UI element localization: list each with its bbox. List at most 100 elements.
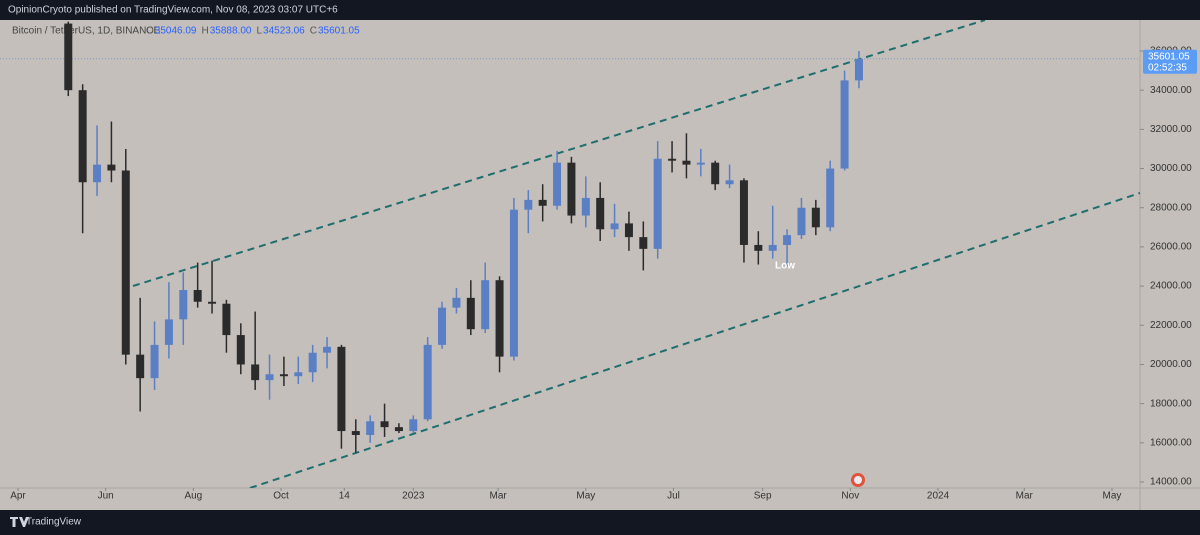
symbol: Bitcoin / TetherUS, 1D, BINANCE bbox=[12, 26, 161, 37]
legend-value: 35046.09 bbox=[155, 26, 197, 37]
candle-body bbox=[64, 23, 73, 91]
candle-body bbox=[164, 319, 173, 345]
candle-body bbox=[596, 197, 605, 230]
candle-body bbox=[739, 180, 748, 245]
x-tick-label: Jun bbox=[98, 491, 114, 502]
legend-key: L bbox=[256, 26, 262, 37]
event-icon bbox=[854, 476, 862, 484]
x-tick-label: May bbox=[576, 491, 595, 502]
candle-body bbox=[78, 90, 87, 183]
candle-body bbox=[725, 180, 734, 185]
candle-body bbox=[481, 280, 490, 330]
candle-body bbox=[567, 162, 576, 216]
y-tick-label: 34000.00 bbox=[1150, 85, 1192, 96]
candle-body bbox=[121, 170, 130, 355]
candle-body bbox=[337, 346, 346, 432]
candle-body bbox=[179, 290, 188, 320]
legend-key: O bbox=[146, 26, 154, 37]
x-tick-label: Nov bbox=[841, 491, 859, 502]
candle-body bbox=[438, 307, 447, 345]
price-tag-countdown: 02:52:35 bbox=[1148, 62, 1187, 73]
legend-key: H bbox=[202, 26, 209, 37]
ohlc-legend: O 35046.09 H 35888.00 L 34523.06 C 35601.05 bbox=[146, 26, 360, 37]
x-tick-label: 2023 bbox=[402, 491, 425, 502]
trendline bbox=[132, 20, 986, 287]
y-tick-label: 14000.00 bbox=[1150, 477, 1192, 488]
candle-body bbox=[394, 427, 403, 432]
candle-body bbox=[553, 162, 562, 206]
legend-value: 35888.00 bbox=[210, 26, 252, 37]
y-tick-label: 26000.00 bbox=[1150, 242, 1192, 253]
candle-body bbox=[653, 158, 662, 249]
header-text: OpinionCryoto published on TradingView.c… bbox=[8, 5, 338, 16]
candle-body bbox=[797, 207, 806, 236]
candle-body bbox=[854, 58, 863, 81]
candle-body bbox=[150, 344, 159, 379]
x-tick-label: Aug bbox=[184, 491, 202, 502]
y-tick-label: 30000.00 bbox=[1150, 163, 1192, 174]
candle-body bbox=[509, 209, 518, 357]
logo bbox=[10, 517, 29, 527]
header-bar bbox=[0, 0, 1200, 20]
candle-body bbox=[524, 199, 533, 210]
candle-body bbox=[236, 335, 245, 365]
candle-body bbox=[538, 199, 547, 206]
legend-key: C bbox=[310, 26, 317, 37]
candle-body bbox=[711, 162, 720, 185]
candle-body bbox=[581, 197, 590, 216]
x-tick-label: Mar bbox=[490, 491, 508, 502]
candle-body bbox=[610, 223, 619, 230]
candle-body bbox=[93, 164, 102, 183]
axes: 14000.00 16000.00 18000.00 20000.00 22000.00… bbox=[10, 46, 1197, 502]
candle-body bbox=[840, 80, 849, 169]
x-tick-label: 2024 bbox=[927, 491, 950, 502]
candle-body bbox=[696, 162, 705, 165]
candle-body bbox=[208, 301, 217, 304]
candle-body bbox=[323, 346, 332, 353]
candle-body bbox=[639, 237, 648, 249]
candle-body bbox=[107, 164, 116, 171]
candle-body bbox=[495, 280, 504, 357]
footer-text: TradingView bbox=[26, 517, 82, 528]
plot-background bbox=[0, 20, 1200, 510]
x-tick-label: Oct bbox=[273, 491, 289, 502]
y-tick-label: 20000.00 bbox=[1150, 359, 1192, 370]
y-tick-label: 18000.00 bbox=[1150, 398, 1192, 409]
candle-body bbox=[136, 354, 145, 379]
x-tick-label: Mar bbox=[1016, 491, 1034, 502]
footer-bar bbox=[0, 510, 1200, 535]
candle-body bbox=[265, 374, 274, 381]
candle-body bbox=[423, 344, 432, 420]
trendline bbox=[249, 192, 1140, 488]
legend-value: 34523.06 bbox=[263, 26, 305, 37]
x-tick-label: Apr bbox=[10, 491, 26, 502]
candle-body bbox=[452, 297, 461, 308]
price-tag bbox=[1143, 49, 1197, 74]
candle-body bbox=[351, 431, 360, 435]
y-tick-label: 32000.00 bbox=[1150, 124, 1192, 135]
price-tag-value: 35601.05 bbox=[1148, 51, 1190, 62]
candle-body bbox=[409, 419, 418, 432]
candle-body bbox=[754, 244, 763, 251]
candle-body bbox=[366, 421, 375, 435]
x-tick-label: May bbox=[1103, 491, 1122, 502]
candle-body bbox=[826, 168, 835, 228]
candle-body bbox=[783, 235, 792, 245]
candle-body bbox=[193, 290, 202, 302]
y-tick-label: 22000.00 bbox=[1150, 320, 1192, 331]
candle-body bbox=[294, 372, 303, 377]
candle-body bbox=[279, 374, 288, 377]
plot: Low bbox=[0, 20, 1140, 488]
x-tick-label: Sep bbox=[754, 491, 772, 502]
candle-body bbox=[624, 223, 633, 238]
y-tick-label: 28000.00 bbox=[1150, 202, 1192, 213]
candle-body bbox=[466, 297, 475, 330]
y-tick-label: 16000.00 bbox=[1150, 437, 1192, 448]
candle-body bbox=[668, 158, 677, 161]
y-tick-label: 24000.00 bbox=[1150, 281, 1192, 292]
candle-body bbox=[308, 352, 317, 373]
legend-value: 35601.05 bbox=[318, 26, 360, 37]
candle-body bbox=[380, 421, 389, 428]
candle-body bbox=[251, 364, 260, 381]
candle-body bbox=[682, 160, 691, 165]
